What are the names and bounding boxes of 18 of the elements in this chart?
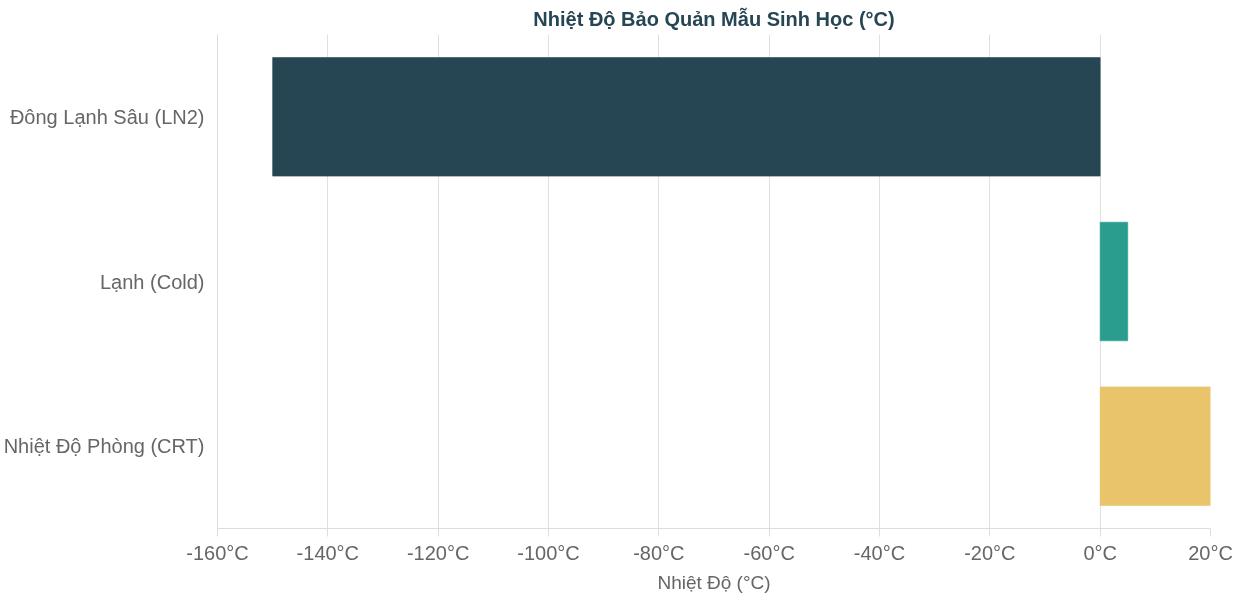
bar <box>272 57 1101 177</box>
y-tick-label: Đông Lạnh Sâu (LN2) <box>9 105 205 128</box>
x-tick-label: -100°C <box>517 541 580 564</box>
x-tick-label: 0°C <box>1083 541 1117 564</box>
y-tick-label: Lạnh (Cold) <box>100 270 205 293</box>
y-tick-label: Nhiệt Độ Phòng (CRT) <box>3 435 205 458</box>
x-tick-label: -40°C <box>853 541 906 564</box>
x-tick-label: 20°C <box>1188 541 1233 564</box>
x-tick-label: -60°C <box>743 541 795 564</box>
x-tick-label: -20°C <box>964 541 1016 564</box>
x-tick-label: -120°C <box>406 541 470 564</box>
x-axis-title: Nhiệt Độ (°C) <box>657 571 771 593</box>
x-tick-label: -80°C <box>633 541 685 564</box>
bar <box>1099 386 1211 506</box>
bar <box>1099 221 1129 342</box>
chart-title: Nhiệt Độ Bảo Quản Mẫu Sinh Học (°C) <box>533 6 895 30</box>
x-tick-label: -140°C <box>296 541 360 564</box>
x-tick-label: -160°C <box>186 541 249 564</box>
